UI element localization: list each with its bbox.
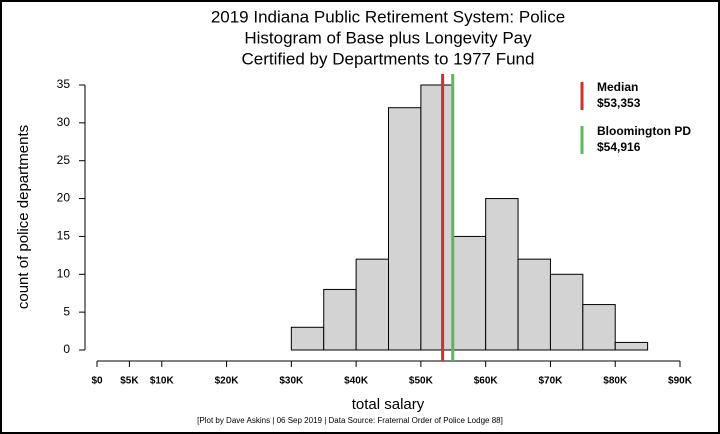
x-tick-label: $40K: [344, 376, 369, 387]
bar: [549, 273, 584, 351]
x-tick-label: $20K: [215, 376, 240, 387]
bar: [290, 326, 325, 351]
x-axis-label: total salary: [352, 396, 425, 413]
chart-title: Histogram of Base plus Longevity Pay: [244, 28, 532, 47]
legend-value: $53,353: [597, 96, 641, 110]
bar: [582, 304, 616, 351]
y-tick-label: 5: [63, 304, 70, 318]
y-tick-label: 20: [57, 191, 71, 205]
bar: [614, 341, 649, 351]
x-tick-label: $5K: [120, 376, 139, 387]
bar: [355, 258, 390, 351]
y-tick-label: 15: [57, 229, 71, 243]
y-tick-label: 10: [57, 266, 71, 280]
caption: [Plot by Dave Askins | 06 Sep 2019 | Dat…: [197, 416, 503, 425]
y-axis-label: count of police departments: [15, 125, 32, 309]
x-tick-label: $70K: [538, 376, 563, 387]
bar: [517, 258, 551, 351]
bar: [420, 84, 454, 351]
legend-value: $54,916: [597, 140, 641, 154]
bar: [485, 198, 519, 351]
bar: [323, 288, 357, 351]
x-tick-label: $50K: [409, 376, 434, 387]
x-tick-label: $60K: [474, 376, 499, 387]
chart-title: Certified by Departments to 1977 Fund: [242, 49, 535, 68]
legend-label: Median: [597, 80, 638, 94]
y-tick-label: 30: [57, 115, 71, 129]
x-tick-label: $80K: [603, 376, 628, 387]
x-tick-label: $30K: [279, 376, 304, 387]
bar: [452, 235, 487, 351]
x-tick-label: $0: [91, 376, 103, 387]
chart-title: 2019 Indiana Public Retirement System: P…: [211, 7, 565, 26]
y-tick-label: 35: [57, 77, 71, 91]
y-tick-label: 0: [63, 342, 70, 356]
bar: [388, 107, 422, 351]
x-tick-label: $10K: [150, 376, 175, 387]
y-tick-label: 25: [57, 153, 71, 167]
x-tick-label: $90K: [668, 376, 693, 387]
legend-label: Bloomington PD: [597, 124, 691, 138]
